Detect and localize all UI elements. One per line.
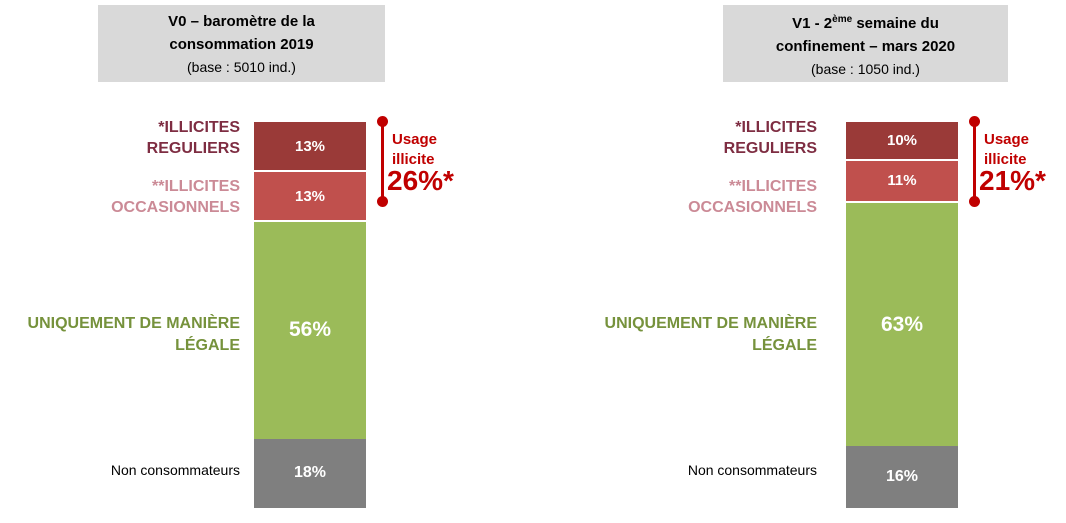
segment-value-label: 18% bbox=[293, 464, 327, 482]
label-line: Non consommateurs bbox=[110, 462, 240, 478]
bracket-dot-icon bbox=[969, 116, 980, 127]
segment-value-label: 56% bbox=[288, 318, 332, 342]
segment-value-label: 11% bbox=[887, 172, 917, 190]
stacked-bar: 10% 11% 63% 16% bbox=[846, 122, 958, 508]
label-uniquement-legale: UNIQUEMENT DE MANIÈRE LÉGALE bbox=[592, 313, 817, 357]
segment-value-label: 10% bbox=[886, 131, 918, 149]
title-text: V1 - 2 bbox=[792, 14, 833, 32]
segment-value-label: 13% bbox=[294, 187, 326, 205]
usage-illicite-caption: Usage illicite bbox=[984, 130, 1029, 170]
bracket-dot-icon bbox=[377, 196, 388, 207]
label-illicites-occasionnels: **ILLICITES OCCASIONNELS bbox=[0, 176, 240, 218]
bar-segment-illicites-occasionnels: 13% bbox=[254, 172, 366, 223]
label-illicites-occasionnels: **ILLICITES OCCASIONNELS bbox=[592, 176, 817, 218]
caption-line: Usage bbox=[392, 131, 438, 148]
chart-v1-2020: V1 - 2ème semaine du confinement – mars … bbox=[592, 0, 1066, 523]
label-uniquement-legale: UNIQUEMENT DE MANIÈRE LÉGALE bbox=[0, 313, 240, 357]
chart-title-line2: consommation 2019 bbox=[169, 35, 314, 53]
chart-header-box: V0 – baromètre de la consommation 2019 (… bbox=[98, 5, 385, 82]
label-line: LÉGALE bbox=[752, 337, 817, 354]
usage-illicite-total: 21%* bbox=[979, 165, 1046, 196]
bar-segment-non-consommateurs: 18% bbox=[254, 438, 366, 508]
segment-value-label: 16% bbox=[885, 468, 919, 486]
caption-line: Usage bbox=[984, 131, 1030, 148]
label-line: REGULIERS bbox=[723, 140, 817, 157]
label-line: OCCASIONNELS bbox=[688, 199, 817, 216]
label-non-consommateurs: Non consommateurs bbox=[592, 462, 817, 478]
label-line: **ILLICITES bbox=[151, 178, 240, 195]
usage-illicite-total: 26%* bbox=[387, 165, 454, 196]
chart-v0-2019: V0 – baromètre de la consommation 2019 (… bbox=[0, 5, 454, 508]
caption-line: illicite bbox=[392, 151, 435, 168]
bar-segment-illicites-reguliers: 10% bbox=[846, 122, 958, 161]
usage-illicite-bracket-line bbox=[381, 121, 384, 201]
label-line: OCCASIONNELS bbox=[111, 199, 240, 216]
caption-line: illicite bbox=[984, 151, 1027, 168]
label-illicites-reguliers: *ILLICITES REGULIERS bbox=[0, 117, 240, 159]
chart-base-size: (base : 1050 ind.) bbox=[811, 60, 920, 77]
label-line: LÉGALE bbox=[175, 337, 240, 354]
label-line: Non consommateurs bbox=[687, 462, 817, 478]
usage-illicite-caption: Usage illicite bbox=[392, 130, 437, 170]
label-line: UNIQUEMENT DE MANIÈRE bbox=[604, 315, 817, 332]
bar-segment-illicites-reguliers: 13% bbox=[254, 122, 366, 173]
bracket-dot-icon bbox=[377, 116, 388, 127]
bar-segment-uniquement-legale: 63% bbox=[846, 203, 958, 447]
usage-illicite-bracket-line bbox=[973, 121, 976, 201]
bracket-dot-icon bbox=[969, 196, 980, 207]
label-line: REGULIERS bbox=[146, 140, 240, 157]
bar-segment-illicites-occasionnels: 11% bbox=[846, 160, 958, 204]
segment-value-label: 13% bbox=[294, 137, 326, 155]
label-line: UNIQUEMENT DE MANIÈRE bbox=[27, 315, 240, 332]
title-superscript: ème bbox=[832, 13, 853, 25]
chart-title-line1: V1 - 2ème semaine du bbox=[723, 8, 1008, 35]
label-line: *ILLICITES bbox=[735, 119, 817, 136]
segment-value-label: 63% bbox=[880, 312, 924, 336]
label-line: *ILLICITES bbox=[158, 119, 240, 136]
stacked-bar: 13% 13% 56% 18% bbox=[254, 122, 366, 508]
chart-title-line1: V0 – baromètre de la bbox=[168, 12, 315, 30]
bar-segment-uniquement-legale: 56% bbox=[254, 222, 366, 439]
chart-base-size: (base : 5010 ind.) bbox=[187, 58, 296, 75]
label-line: **ILLICITES bbox=[728, 178, 817, 195]
chart-title-line2: confinement – mars 2020 bbox=[775, 37, 956, 55]
title-text: semaine du bbox=[852, 14, 939, 32]
bar-segment-non-consommateurs: 16% bbox=[846, 446, 958, 508]
chart-header-box: V1 - 2ème semaine du confinement – mars … bbox=[723, 5, 1008, 82]
label-illicites-reguliers: *ILLICITES REGULIERS bbox=[592, 117, 817, 159]
label-non-consommateurs: Non consommateurs bbox=[0, 462, 240, 478]
